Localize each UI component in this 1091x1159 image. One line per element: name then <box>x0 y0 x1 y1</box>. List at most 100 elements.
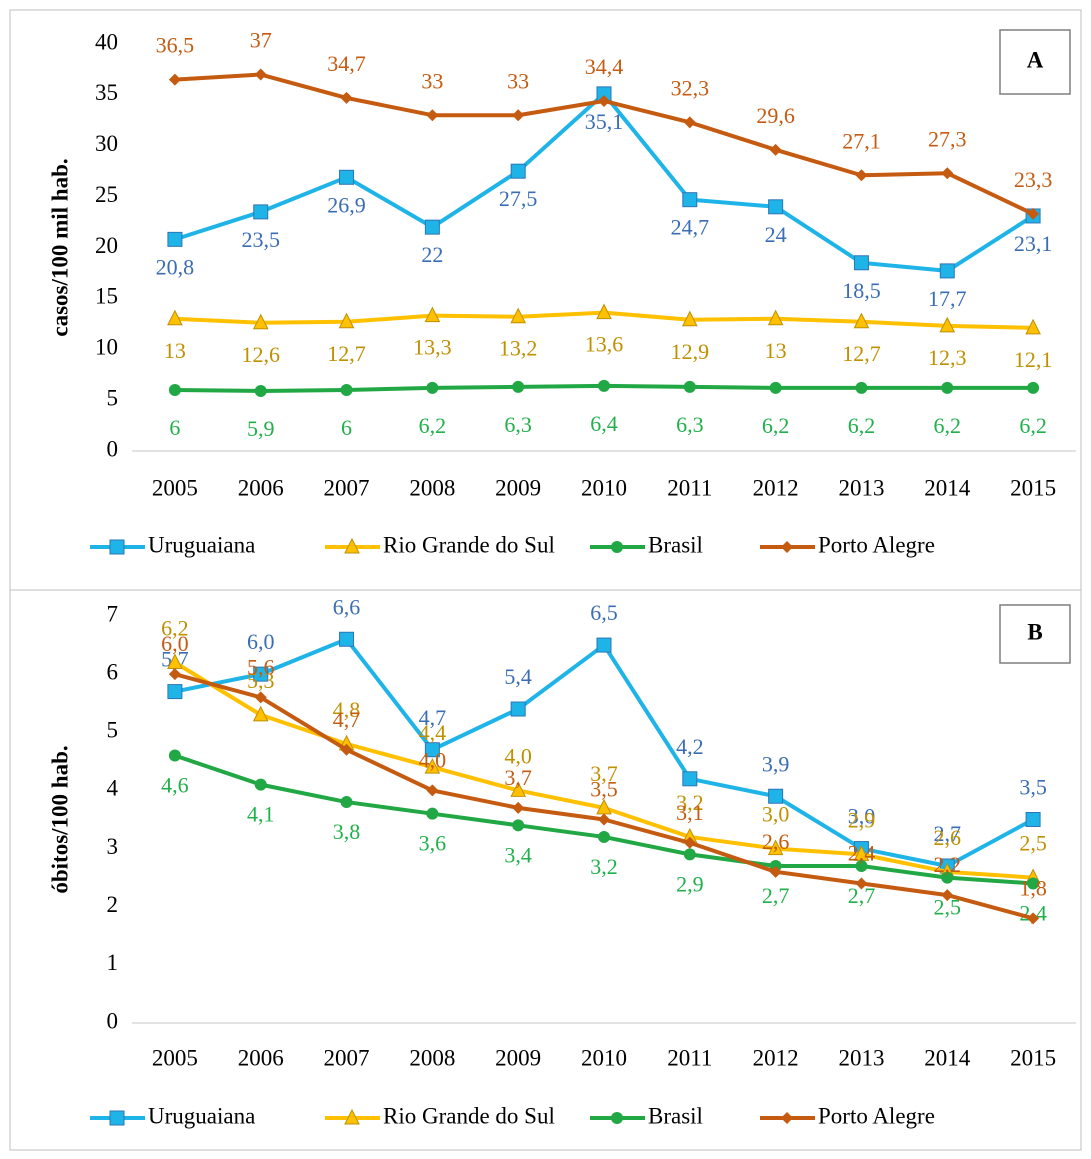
data-label: 2,7 <box>762 883 790 908</box>
marker <box>340 91 353 104</box>
data-label: 4,7 <box>333 707 361 732</box>
marker <box>340 796 353 809</box>
marker <box>682 771 698 787</box>
marker <box>768 199 784 215</box>
data-label: 36,5 <box>156 33 195 58</box>
data-label: 6,2 <box>934 413 962 438</box>
marker <box>424 742 440 758</box>
data-label: 2,6 <box>934 825 962 850</box>
x-tick-label: 2012 <box>753 1045 799 1070</box>
data-label: 6,3 <box>504 412 532 437</box>
data-label: 2,4 <box>848 841 876 866</box>
data-label: 5,9 <box>247 416 275 441</box>
legend-label: Rio Grande do Sul <box>383 1103 555 1128</box>
marker <box>598 830 610 843</box>
data-label: 4,0 <box>419 747 447 772</box>
marker <box>254 68 267 81</box>
data-label: 34,4 <box>585 54 624 79</box>
x-tick-label: 2010 <box>581 475 627 500</box>
marker <box>340 743 353 756</box>
data-label: 5,4 <box>504 664 532 689</box>
data-label: 3,4 <box>504 842 532 867</box>
marker <box>426 381 439 394</box>
data-label: 5,6 <box>247 654 275 679</box>
marker <box>682 192 698 208</box>
y-tick-label: 40 <box>95 29 118 54</box>
data-label: 12,6 <box>241 342 280 367</box>
marker <box>254 384 267 397</box>
data-label: 13 <box>164 338 186 363</box>
data-label: 2,2 <box>934 852 962 877</box>
marker <box>853 255 869 271</box>
marker <box>167 684 183 700</box>
legend-label: Uruguaiana <box>148 1103 255 1128</box>
data-label: 12,9 <box>671 339 710 364</box>
y-tick-label: 25 <box>95 182 118 207</box>
data-label: 2,9 <box>848 807 876 832</box>
x-tick-label: 2007 <box>324 475 370 500</box>
data-label: 1,8 <box>1019 875 1047 900</box>
marker <box>512 380 525 393</box>
marker <box>941 871 954 884</box>
x-tick-label: 2008 <box>409 475 455 500</box>
data-label: 4,4 <box>419 720 447 745</box>
x-tick-label: 2006 <box>238 475 284 500</box>
marker <box>598 813 610 826</box>
legend-marker <box>344 1108 360 1125</box>
data-label: 13,3 <box>413 335 452 360</box>
legend-marker <box>611 1112 623 1124</box>
data-label: 3,0 <box>762 802 790 827</box>
data-label: 4,8 <box>333 697 361 722</box>
y-axis-label: óbitos/100 hab. <box>47 745 72 893</box>
marker <box>769 865 782 878</box>
marker <box>855 860 868 873</box>
x-tick-label: 2011 <box>667 475 712 500</box>
data-label: 3,2 <box>590 854 618 879</box>
data-label: 27,5 <box>499 186 538 211</box>
data-label: 6 <box>341 415 352 440</box>
marker <box>426 784 439 797</box>
x-tick-label: 2006 <box>238 1045 284 1070</box>
marker <box>168 383 181 396</box>
marker <box>768 788 784 804</box>
marker <box>1025 318 1041 335</box>
marker <box>682 310 698 327</box>
data-label: 18,5 <box>842 278 881 303</box>
data-label: 22 <box>421 242 443 267</box>
marker <box>254 691 267 704</box>
marker <box>1027 877 1040 890</box>
legend-marker <box>781 541 793 553</box>
marker <box>855 381 868 394</box>
data-label: 6,2 <box>419 413 447 438</box>
marker <box>168 73 181 86</box>
y-tick-label: 6 <box>107 659 119 684</box>
data-label: 23,5 <box>241 227 280 252</box>
marker <box>939 263 955 279</box>
x-tick-label: 2008 <box>409 1045 455 1070</box>
data-label: 20,8 <box>156 254 195 279</box>
marker <box>510 307 526 324</box>
marker <box>167 309 183 326</box>
data-label: 27,3 <box>928 126 967 151</box>
legend-label: Porto Alegre <box>818 532 935 557</box>
marker <box>1027 381 1040 394</box>
data-label: 3,2 <box>676 790 704 815</box>
data-label: 33 <box>421 68 443 93</box>
data-label: 24,7 <box>671 215 710 240</box>
data-label: 33 <box>507 68 529 93</box>
marker <box>424 758 441 774</box>
data-label: 37 <box>250 28 272 53</box>
data-label: 3,6 <box>419 831 447 856</box>
data-label: 2,9 <box>676 871 704 896</box>
marker <box>339 169 355 185</box>
marker <box>253 666 269 682</box>
marker <box>855 169 868 182</box>
marker <box>1025 812 1041 827</box>
x-tick-label: 2005 <box>152 475 198 500</box>
marker <box>426 807 439 820</box>
data-label: 12,7 <box>842 341 881 366</box>
marker <box>596 637 612 653</box>
data-label: 17,7 <box>928 286 967 311</box>
data-label: 2,6 <box>762 829 790 854</box>
x-tick-label: 2009 <box>495 1045 541 1070</box>
